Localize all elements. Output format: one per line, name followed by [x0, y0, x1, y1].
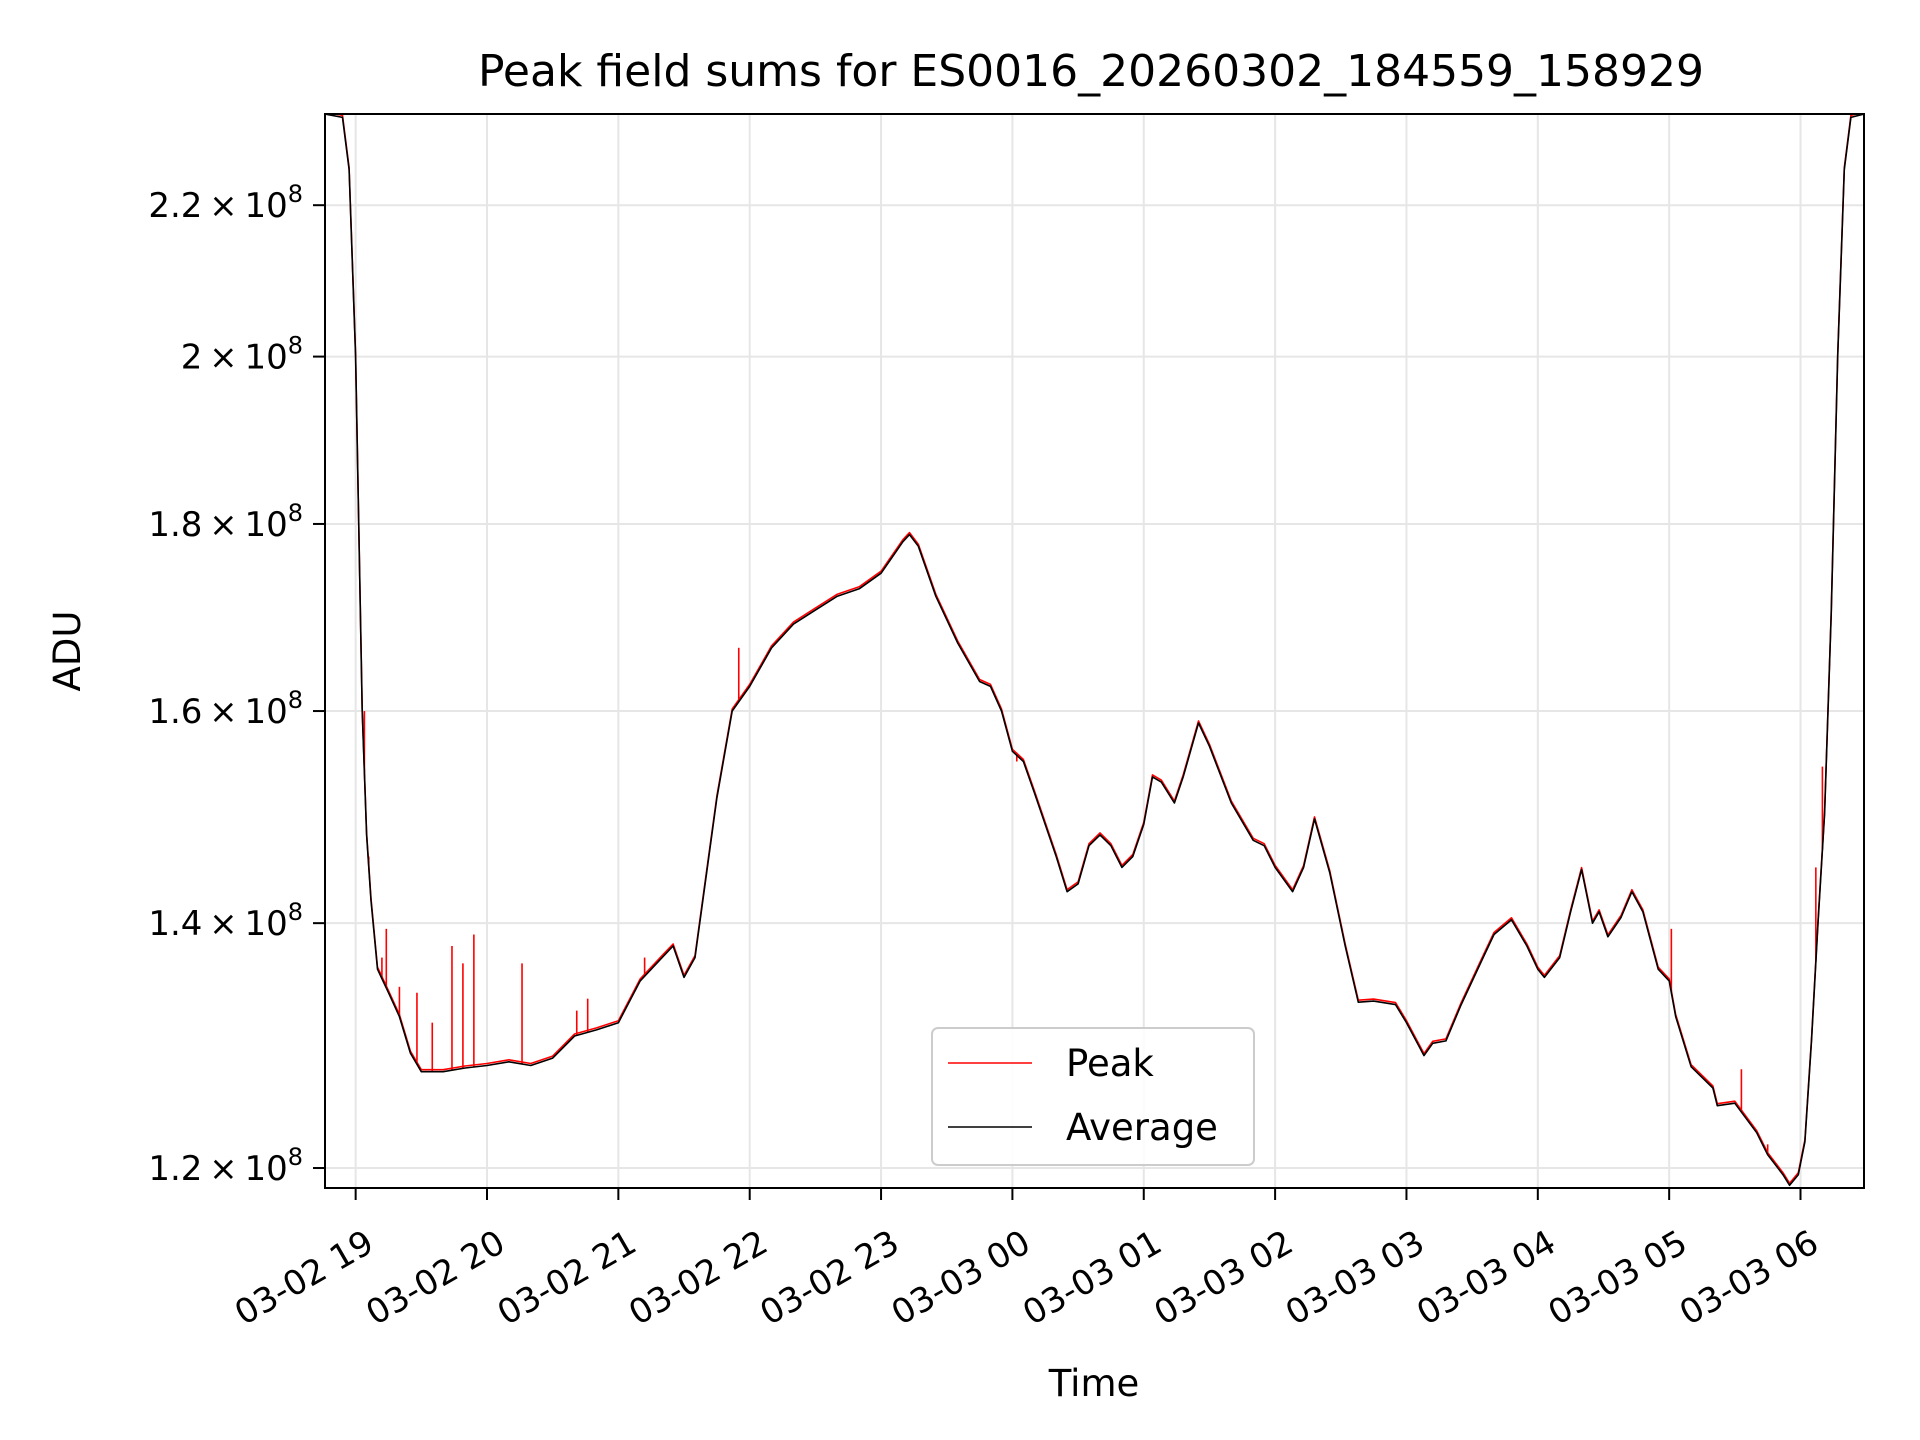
- y-tick-label: 2.2 × 108: [148, 180, 303, 226]
- y-tick-label: 1.4 × 108: [148, 898, 303, 944]
- legend-label-peak: Peak: [1066, 1042, 1154, 1085]
- legend-label-average: Average: [1066, 1106, 1218, 1149]
- y-axis-label: ADU: [46, 611, 89, 692]
- plot-frame: [324, 113, 1865, 1189]
- chart-title: Peak field sums for ES0016_20260302_1845…: [478, 46, 1704, 97]
- average-series-line: [325, 114, 1864, 1187]
- y-tick-label: 1.8 × 108: [148, 499, 303, 545]
- y-axis-ticks: 1.2 × 108 1.4 × 108 1.6 × 108 1.8 × 108 2 × …: [148, 180, 325, 1189]
- y-tick-label: 1.2 × 108: [148, 1143, 303, 1189]
- y-tick-label: 1.6 × 108: [148, 686, 303, 732]
- x-axis-label: Time: [1048, 1362, 1140, 1405]
- y-tick-label: 2 × 108: [181, 332, 303, 378]
- legend: Peak Average: [931, 1027, 1255, 1166]
- plot-series: [325, 114, 1864, 1187]
- grid-lines: [325, 114, 1864, 1188]
